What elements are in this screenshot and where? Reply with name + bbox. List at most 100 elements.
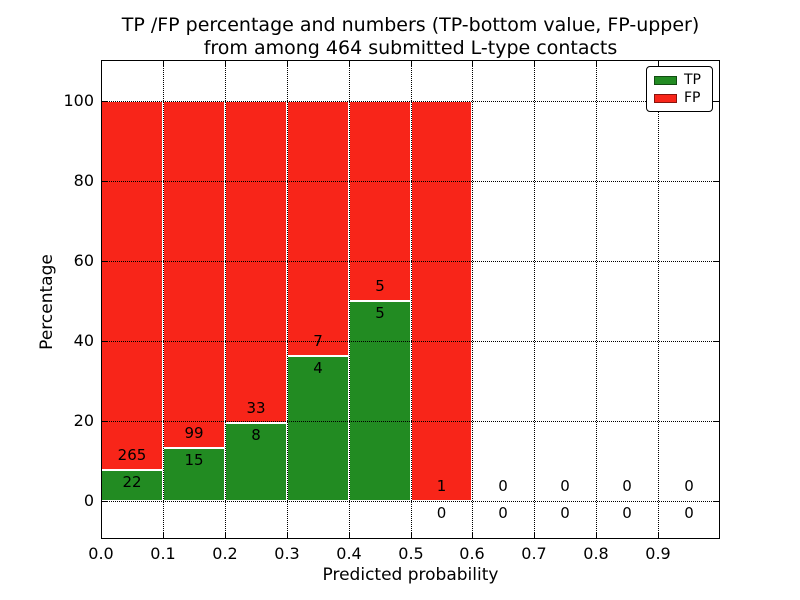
y-tick-mark-right [713, 261, 720, 262]
x-tick-mark-bottom [658, 532, 659, 539]
y-tick-label: 80 [73, 171, 94, 190]
x-tick-label: 0.4 [336, 544, 362, 563]
grid-line-horizontal [101, 421, 720, 422]
x-tick-mark-top [349, 60, 350, 67]
bar-tp-segment [163, 448, 225, 501]
tp-count-label: 0 [622, 504, 632, 522]
grid-line-vertical [287, 60, 288, 539]
fp-count-label: 265 [117, 446, 147, 465]
bar-fp-segment [163, 101, 225, 449]
y-tick-label: 100 [63, 91, 94, 110]
grid-line-horizontal [101, 181, 720, 182]
y-tick-mark-left [101, 101, 108, 102]
bar-tp-segment [287, 355, 349, 501]
grid-line-vertical [225, 60, 226, 539]
x-tick-mark-bottom [349, 532, 350, 539]
chart-title: TP /FP percentage and numbers (TP-bottom… [101, 14, 720, 60]
x-tick-mark-bottom [411, 532, 412, 539]
plot-area: 265 22 99 15 33 8 7 4 5 5 1 0 0 0 0 0 0 0 0 0 [101, 60, 720, 539]
bar-fp-segment [287, 101, 349, 356]
y-tick-label: 40 [73, 331, 94, 350]
y-tick-mark-left [101, 261, 108, 262]
x-tick-label: 0.9 [645, 544, 671, 563]
fp-count-label: 0 [498, 477, 508, 495]
y-tick-mark-right [713, 421, 720, 422]
grid-line-horizontal [101, 501, 720, 502]
chart-title-line2: from among 464 submitted L-type contacts [203, 37, 618, 59]
grid-line-vertical [163, 60, 164, 539]
x-tick-mark-top [101, 60, 102, 67]
bar-tp-segment [349, 301, 411, 501]
x-tick-mark-bottom [472, 532, 473, 539]
x-tick-mark-top [596, 60, 597, 67]
y-tick-mark-left [101, 421, 108, 422]
x-tick-mark-top [163, 60, 164, 67]
x-tick-label: 0.5 [398, 544, 424, 563]
x-tick-mark-bottom [163, 532, 164, 539]
x-tick-mark-top [534, 60, 535, 67]
x-tick-label: 0.7 [521, 544, 547, 563]
y-tick-mark-right [713, 341, 720, 342]
fp-count-label: 0 [560, 477, 570, 495]
grid-line-horizontal [101, 101, 720, 102]
legend-item-fp: FP [654, 91, 705, 105]
x-tick-label: 0.3 [274, 544, 300, 563]
grid-line-vertical [596, 60, 597, 539]
x-tick-mark-bottom [225, 532, 226, 539]
grid-line-vertical [411, 60, 412, 539]
x-tick-label: 0.0 [88, 544, 114, 563]
tp-color-swatch [654, 75, 677, 85]
x-tick-mark-bottom [534, 532, 535, 539]
grid-line-vertical [658, 60, 659, 539]
x-tick-mark-bottom [596, 532, 597, 539]
bar-fp-segment [349, 101, 411, 301]
y-tick-mark-right [713, 501, 720, 502]
tp-count-label: 0 [560, 504, 570, 522]
grid-line-vertical [472, 60, 473, 539]
tp-count-label: 4 [313, 358, 323, 377]
x-tick-label: 0.8 [583, 544, 609, 563]
x-tick-mark-bottom [101, 532, 102, 539]
x-tick-label: 0.2 [212, 544, 238, 563]
grid-line-horizontal [101, 261, 720, 262]
legend-label-tp: TP [684, 72, 701, 88]
bar-fp-segment [101, 101, 163, 471]
bar-fp-segment [411, 101, 472, 501]
y-tick-label: 20 [73, 411, 94, 430]
y-tick-mark-right [713, 101, 720, 102]
x-tick-mark-top [287, 60, 288, 67]
fp-count-label: 1 [436, 477, 447, 495]
y-tick-mark-left [101, 501, 108, 502]
x-tick-label: 0.1 [150, 544, 176, 563]
y-tick-mark-right [713, 181, 720, 182]
y-tick-mark-left [101, 181, 108, 182]
tp-count-label: 0 [436, 504, 447, 522]
fp-count-label: 33 [246, 398, 266, 417]
fp-count-label: 7 [313, 331, 323, 350]
y-tick-label: 0 [83, 491, 94, 510]
fp-count-label: 99 [184, 424, 204, 443]
bar-tp-segment [225, 422, 287, 501]
fp-count-label: 0 [622, 477, 632, 495]
x-axis-label: Predicted probability [322, 565, 499, 585]
y-tick-mark-left [101, 341, 108, 342]
legend-item-tp: TP [654, 73, 705, 87]
x-tick-mark-top [658, 60, 659, 67]
legend: TP FP [646, 66, 713, 112]
legend-label-fp: FP [684, 90, 701, 106]
tp-count-label: 15 [184, 451, 204, 470]
x-tick-mark-top [225, 60, 226, 67]
grid-line-horizontal [101, 341, 720, 342]
x-tick-label: 0.6 [459, 544, 485, 563]
grid-line-vertical [101, 60, 102, 539]
grid-line-vertical [534, 60, 535, 539]
x-tick-mark-bottom [287, 532, 288, 539]
tp-count-label: 22 [122, 473, 142, 492]
fp-count-label: 0 [684, 477, 694, 495]
tp-count-label: 0 [684, 504, 694, 522]
x-tick-mark-top [472, 60, 473, 67]
fp-count-label: 5 [375, 277, 385, 295]
tp-count-label: 5 [375, 304, 385, 322]
fp-color-swatch [654, 93, 677, 103]
